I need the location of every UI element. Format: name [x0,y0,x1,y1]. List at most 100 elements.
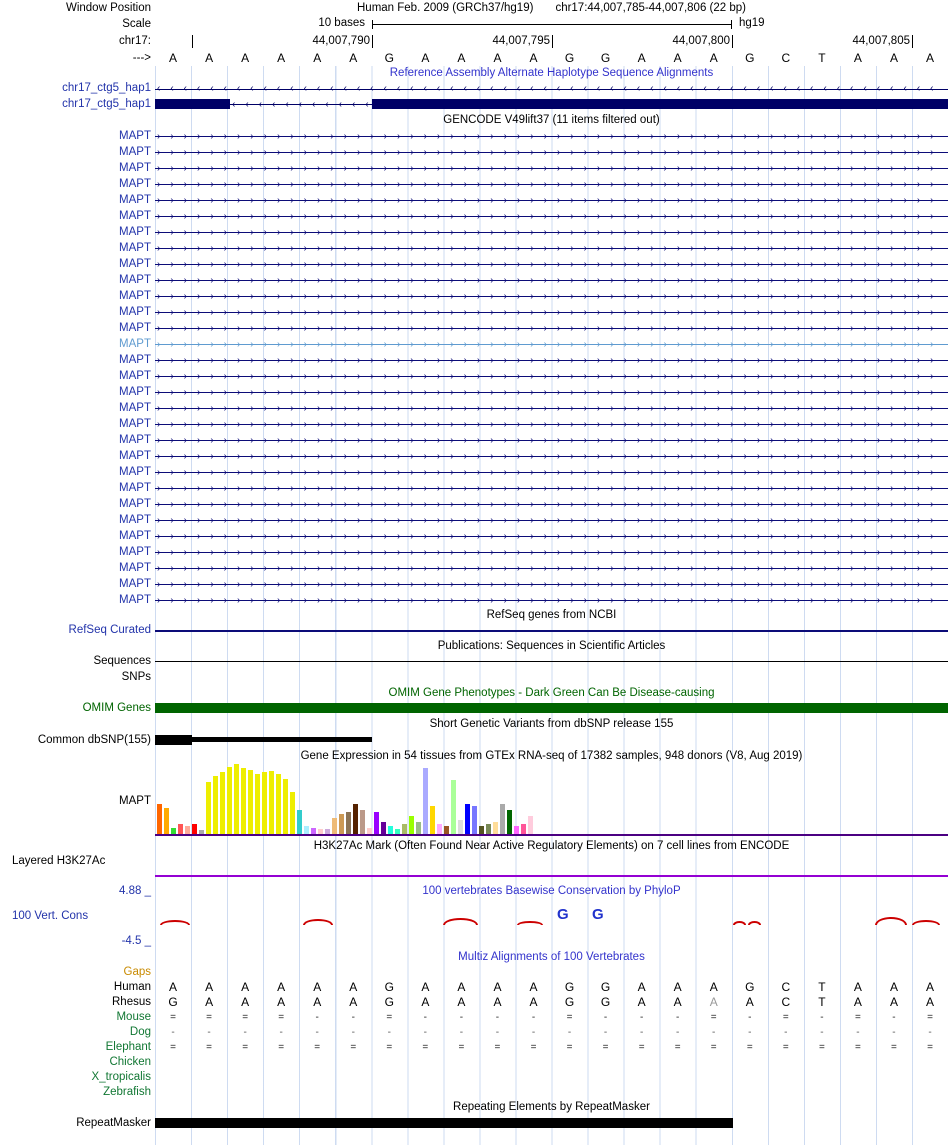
species-label-chicken[interactable]: Chicken [109,1056,151,1068]
multiz-alignment-mouse[interactable]: = = = = - - = - - - - = - - - = - = - = - = [155,1010,948,1025]
haplotype-label-2[interactable]: chr17_ctg5_hap1 [62,98,151,110]
multiz-alignment-chicken[interactable] [155,1055,948,1070]
gencode-transcript[interactable]: ››››››››››››››››››››››››››››››››››››››››… [155,368,948,384]
gencode-transcript[interactable]: ››››››››››››››››››››››››››››››››››››››››… [155,480,948,496]
gencode-transcript[interactable]: ››››››››››››››››››››››››››››››››››››››››… [155,544,948,560]
gencode-item-label[interactable]: MAPT [119,434,151,446]
gencode-transcript[interactable]: ››››››››››››››››››››››››››››››››››››››››… [155,336,948,352]
gencode-item-label[interactable]: MAPT [119,274,151,286]
gencode-item-label[interactable]: MAPT [119,386,151,398]
gencode-item-label[interactable]: MAPT [119,546,151,558]
gencode-item-label[interactable]: MAPT [119,450,151,462]
gencode-transcript[interactable]: ››››››››››››››››››››››››››››››››››››››››… [155,144,948,160]
species-label-zebrafish[interactable]: Zebrafish [103,1086,151,1098]
gencode-transcript[interactable]: ››››››››››››››››››››››››››››››››››››››››… [155,224,948,240]
gencode-item-label[interactable]: MAPT [119,482,151,494]
species-label-dog[interactable]: Dog [129,1026,151,1038]
species-label-mouse[interactable]: Mouse [116,1011,151,1023]
gencode-item-label[interactable]: MAPT [119,354,151,366]
gencode-transcript[interactable]: ››››››››››››››››››››››››››››››››››››››››… [155,400,948,416]
multiz-alignment-elephant[interactable]: = = = = = = = = = = = = = = = = = = = = = = [155,1040,948,1055]
gencode-transcript[interactable]: ››››››››››››››››››››››››››››››››››››››››… [155,576,948,592]
gencode-item-label[interactable]: MAPT [119,530,151,542]
gencode-transcript[interactable]: ››››››››››››››››››››››››››››››››››››››››… [155,496,948,512]
gencode-item-label[interactable]: MAPT [119,418,151,430]
repeatmasker-label[interactable]: RepeatMasker [76,1117,151,1129]
haplotype-alignment-block[interactable] [372,99,948,109]
gencode-transcript[interactable]: ››››››››››››››››››››››››››››››››››››››››… [155,272,948,288]
gencode-transcript[interactable]: ››››››››››››››››››››››››››››››››››››››››… [155,304,948,320]
dbsnp-variant-bar[interactable] [192,737,372,742]
omim-genes-label[interactable]: OMIM Genes [82,702,151,714]
omim-genes-track[interactable] [155,701,948,716]
multiz-alignment-x_tropicalis[interactable] [155,1070,948,1085]
h3k27ac-track[interactable] [155,854,948,884]
sequences-label[interactable]: Sequences [93,655,151,667]
gencode-transcript[interactable]: ››››››››››››››››››››››››››››››››››››››››… [155,192,948,208]
sequences-track[interactable] [155,654,948,669]
gencode-item-label[interactable]: MAPT [119,242,151,254]
haplotype-alignment-2[interactable]: ‹‹‹‹‹‹‹‹‹‹‹‹ [155,96,948,112]
conservation-label[interactable]: 100 Vert. Cons [12,910,89,922]
species-label-elephant[interactable]: Elephant [105,1041,151,1053]
gencode-item-label[interactable]: MAPT [119,578,151,590]
gencode-transcript[interactable]: ››››››››››››››››››››››››››››››››››››››››… [155,560,948,576]
species-label-human[interactable]: Human [113,981,151,993]
gencode-transcript[interactable]: ››››››››››››››››››››››››››››››››››››››››… [155,176,948,192]
gencode-item-label[interactable]: MAPT [119,338,151,350]
gencode-item-label[interactable]: MAPT [119,322,151,334]
gencode-transcript[interactable]: ››››››››››››››››››››››››››››››››››››››››… [155,288,948,304]
gencode-transcript[interactable]: ››››››››››››››››››››››››››››››››››››››››… [155,432,948,448]
haplotype-label-1[interactable]: chr17_ctg5_hap1 [62,82,151,94]
multiz-alignment-zebrafish[interactable] [155,1085,948,1100]
haplotype-alignment-block[interactable] [155,99,230,109]
gencode-item-label[interactable]: MAPT [119,194,151,206]
gencode-item-label[interactable]: MAPT [119,466,151,478]
gencode-transcript[interactable]: ››››››››››››››››››››››››››››››››››››››››… [155,256,948,272]
gencode-transcript[interactable]: ››››››››››››››››››››››››››››››››››››››››… [155,160,948,176]
gencode-item-label[interactable]: MAPT [119,290,151,302]
gencode-transcript[interactable]: ››››››››››››››››››››››››››››››››››››››››… [155,448,948,464]
gencode-transcript[interactable]: ››››››››››››››››››››››››››››››››››››››››… [155,208,948,224]
dbsnp-label[interactable]: Common dbSNP(155) [37,734,151,746]
multiz-alignment-gaps[interactable] [155,965,948,980]
haplotype-alignment-1[interactable]: ‹‹‹‹‹‹‹‹‹‹‹‹‹‹‹‹‹‹‹‹‹‹‹‹‹‹‹‹‹‹‹‹‹‹‹‹‹‹‹‹… [155,81,948,96]
gencode-transcript[interactable]: ››››››››››››››››››››››››››››››››››››››››… [155,592,948,608]
gencode-item-label[interactable]: MAPT [119,306,151,318]
gencode-transcript[interactable]: ››››››››››››››››››››››››››››››››››››››››… [155,512,948,528]
gencode-transcript[interactable]: ››››››››››››››››››››››››››››››››››››››››… [155,128,948,144]
gencode-item-label[interactable]: MAPT [119,226,151,238]
h3k27ac-label[interactable]: Layered H3K27Ac [12,855,106,867]
gencode-item-label[interactable]: MAPT [119,594,151,606]
dbsnp-variant-bar[interactable] [155,735,192,745]
gtex-expression-track[interactable] [155,764,948,838]
species-label-rhesus[interactable]: Rhesus [112,996,151,1008]
gencode-transcript[interactable]: ››››››››››››››››››››››››››››››››››››››››… [155,352,948,368]
gtex-gene-label[interactable]: MAPT [119,795,151,807]
gencode-item-label[interactable]: MAPT [119,402,151,414]
gencode-transcript[interactable]: ››››››››››››››››››››››››››››››››››››››››… [155,528,948,544]
gencode-transcript[interactable]: ››››››››››››››››››››››››››››››››››››››››… [155,384,948,400]
gencode-item-label[interactable]: MAPT [119,210,151,222]
gencode-item-label[interactable]: MAPT [119,562,151,574]
gencode-transcript[interactable]: ››››››››››››››››››››››››››››››››››››››››… [155,416,948,432]
gencode-item-label[interactable]: MAPT [119,514,151,526]
gencode-item-label[interactable]: MAPT [119,162,151,174]
snps-label[interactable]: SNPs [121,671,151,683]
species-label-x_tropicalis[interactable]: X_tropicalis [91,1071,151,1083]
gencode-transcript[interactable]: ››››››››››››››››››››››››››››››››››››››››… [155,240,948,256]
multiz-alignment-dog[interactable]: ---------------------- [155,1025,948,1040]
gencode-item-label[interactable]: MAPT [119,370,151,382]
gencode-item-label[interactable]: MAPT [119,258,151,270]
gencode-transcript[interactable]: ››››››››››››››››››››››››››››››››››››››››… [155,320,948,336]
gencode-item-label[interactable]: MAPT [119,146,151,158]
gencode-item-label[interactable]: MAPT [119,498,151,510]
gencode-transcript[interactable]: ››››››››››››››››››››››››››››››››››››››››… [155,464,948,480]
dbsnp-track[interactable] [155,732,948,748]
refseq-curated-label[interactable]: RefSeq Curated [68,624,151,636]
base-position-ruler[interactable]: 44,007,790 44,007,795 44,007,800 44,007,805 [155,33,948,50]
species-label-gaps[interactable]: Gaps [123,966,152,978]
